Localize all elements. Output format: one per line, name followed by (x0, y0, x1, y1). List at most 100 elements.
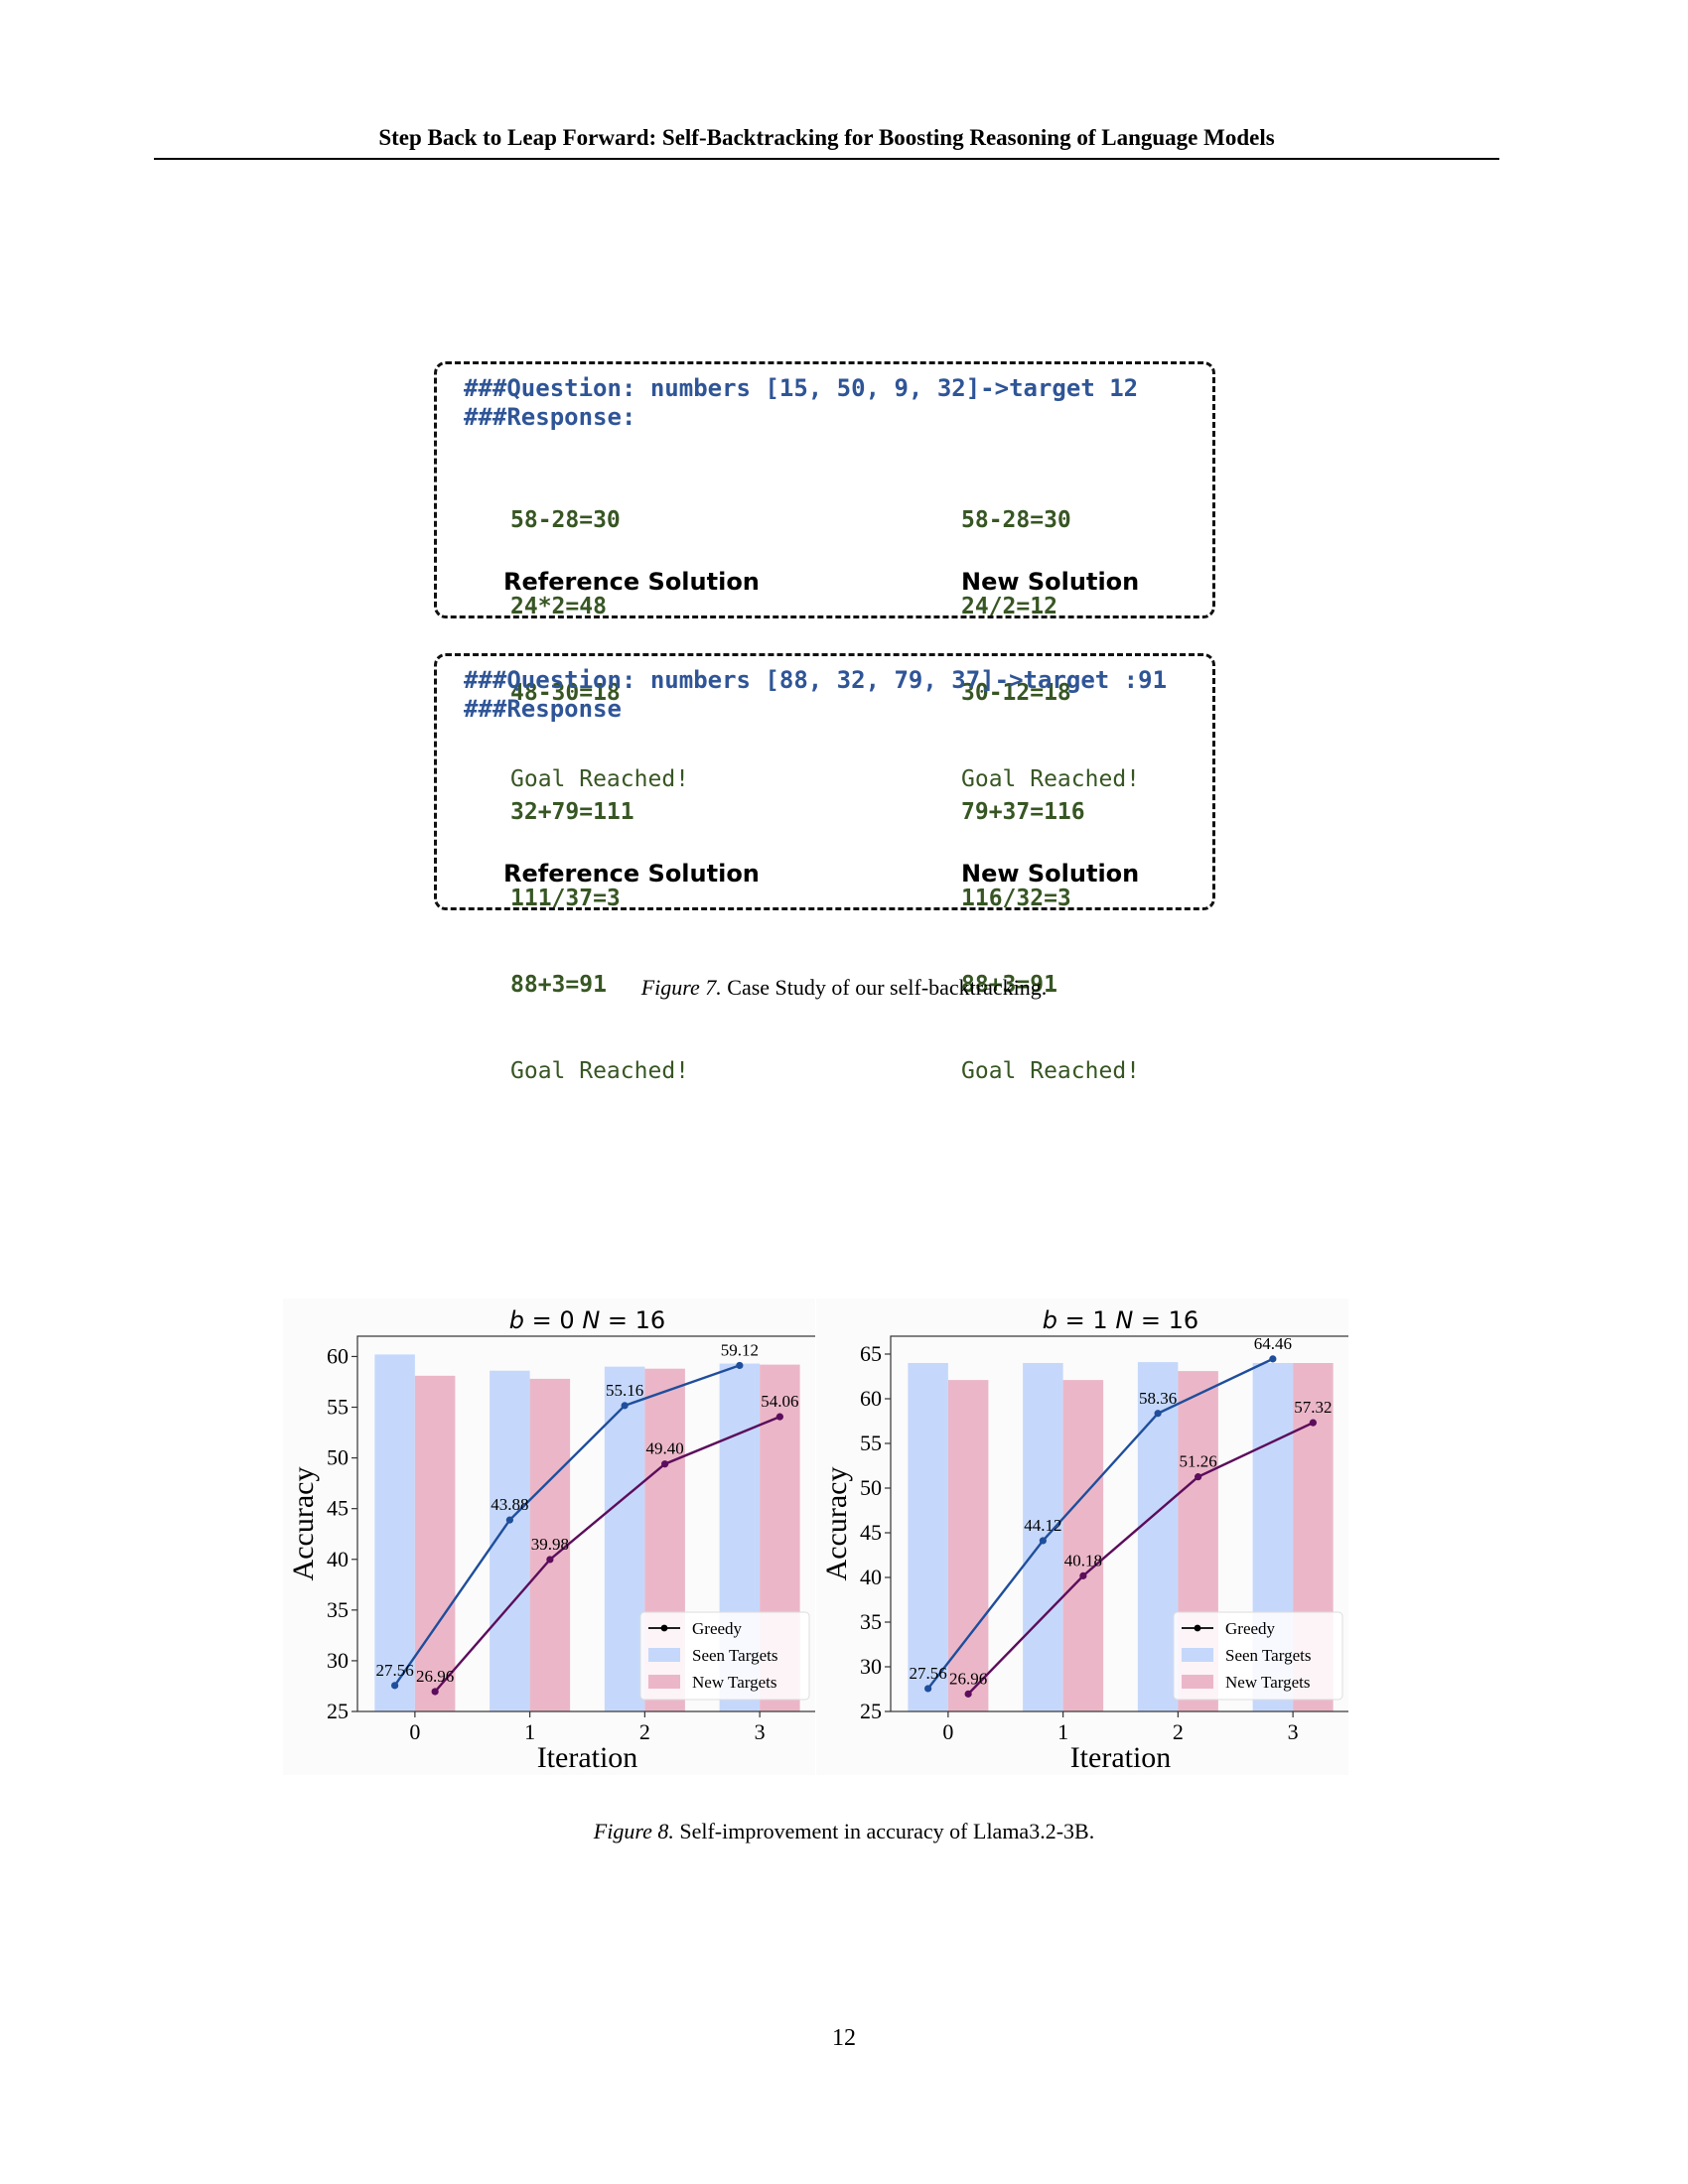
caption-text: Case Study of our self-backtracking. (727, 975, 1048, 1000)
data-label: 64.46 (1254, 1334, 1292, 1353)
greedy-point (1079, 1571, 1087, 1579)
y-tick-label: 35 (860, 1609, 882, 1634)
x-tick-label: 0 (409, 1719, 420, 1744)
y-tick-label: 35 (327, 1597, 349, 1622)
legend-label: Seen Targets (1225, 1646, 1311, 1665)
figure-8-caption: Figure 8. Self-improvement in accuracy o… (0, 1819, 1688, 1844)
goal-text: Goal Reached! (961, 1058, 1141, 1084)
x-tick-label: 1 (524, 1719, 535, 1744)
data-label: 27.56 (375, 1661, 413, 1680)
bar-seen-targets (1137, 1362, 1179, 1711)
legend-label: New Targets (1225, 1673, 1311, 1692)
greedy-point (431, 1688, 439, 1696)
data-label: 51.26 (1180, 1452, 1217, 1471)
new-solution-steps: 58-28=30 24/2=12 30-12=18 Goal Reached! (961, 449, 1140, 852)
data-label: 26.96 (416, 1667, 454, 1686)
legend-label: Greedy (1225, 1619, 1276, 1638)
legend-box (1173, 1611, 1343, 1701)
greedy-line (967, 1422, 1314, 1696)
chart-panel-left: b = 0 N = 16 27.56 43.88 55.16 59.12 26.96 39.… (283, 1298, 815, 1775)
data-label: 27.56 (909, 1664, 946, 1683)
legend-label: Greedy (692, 1619, 743, 1638)
data-label: 43.88 (491, 1495, 528, 1514)
figure-label: Figure 7. (640, 975, 722, 1000)
data-label: 54.06 (761, 1392, 798, 1411)
step: 88+3=91 (961, 972, 1057, 998)
response-label: ###Response (464, 695, 622, 723)
data-label: 58.36 (1139, 1389, 1177, 1408)
legend-marker (1194, 1624, 1201, 1632)
step: 24/2=12 (961, 594, 1057, 619)
new-solution-label: New Solution (961, 860, 1140, 887)
step: 48-30=18 (510, 680, 621, 706)
x-tick-label: 0 (942, 1719, 953, 1744)
y-tick-label: 40 (860, 1565, 882, 1589)
y-tick-label: 45 (327, 1496, 349, 1521)
greedy-line (926, 1357, 1274, 1690)
reference-solution-steps: 32+79=111 111/37=3 88+3=91 Goal Reached! (510, 741, 689, 1144)
greedy-point (505, 1516, 513, 1524)
y-tick-label: 50 (860, 1475, 882, 1500)
bar-seen-targets (908, 1363, 948, 1711)
new-solution-label: New Solution (961, 568, 1140, 596)
bar-new-targets (947, 1380, 989, 1711)
greedy-line (393, 1364, 741, 1687)
step: 58-28=30 (510, 507, 621, 533)
x-axis-label: Iteration (1070, 1741, 1172, 1774)
greedy-point (546, 1556, 554, 1564)
figure-label: Figure 8. (593, 1819, 674, 1843)
legend-label: Seen Targets (692, 1646, 777, 1665)
greedy-point (1195, 1473, 1202, 1481)
goal-text: Goal Reached! (961, 766, 1141, 792)
step: 88+3=91 (510, 972, 607, 998)
greedy-point (391, 1682, 399, 1690)
goal-text: Goal Reached! (510, 766, 690, 792)
bar-seen-targets (604, 1366, 645, 1711)
y-tick-label: 60 (327, 1343, 349, 1368)
bar-new-targets (529, 1378, 571, 1711)
greedy-point (924, 1685, 932, 1693)
accuracy-chart-b1: b = 1 N = 16 27.56 44.12 58.36 64.46 26.96 40.… (820, 1306, 1348, 1774)
question-text: ###Question: numbers [15, 50, 9, 32]->ta… (464, 374, 1139, 402)
y-tick-label: 25 (327, 1699, 349, 1723)
x-tick-label: 2 (639, 1719, 650, 1744)
greedy-point (1309, 1419, 1317, 1427)
bar-new-targets (414, 1375, 456, 1711)
step: 116/32=3 (961, 886, 1071, 911)
y-tick-label: 40 (327, 1547, 349, 1571)
figure-7-caption: Figure 7. Case Study of our self-backtra… (0, 975, 1688, 1001)
data-label: 57.32 (1294, 1398, 1332, 1417)
reference-solution-label: Reference Solution (503, 860, 760, 887)
data-label: 59.12 (721, 1340, 759, 1359)
y-tick-label: 65 (860, 1341, 882, 1366)
step: 30-12=18 (961, 680, 1071, 706)
case-study-box-1: ###Question: numbers [15, 50, 9, 32]->ta… (434, 361, 1215, 792)
response-label: ###Response: (464, 403, 636, 431)
greedy-point (1154, 1410, 1162, 1418)
y-tick-label: 25 (860, 1699, 882, 1723)
accuracy-chart-b0: b = 0 N = 16 27.56 43.88 55.16 59.12 26.96 39.… (287, 1306, 815, 1774)
data-label: 49.40 (646, 1439, 684, 1458)
data-label: 44.12 (1024, 1516, 1061, 1535)
plot-frame (890, 1335, 1348, 1712)
greedy-point (736, 1361, 744, 1370)
legend-swatch (648, 1648, 680, 1662)
greedy-point (621, 1402, 629, 1410)
bar-seen-targets (374, 1354, 415, 1711)
y-tick-label: 30 (327, 1648, 349, 1673)
reference-solution-label: Reference Solution (503, 568, 760, 596)
y-axis-label: Accuracy (820, 1467, 853, 1581)
chart-title: b = 0 N = 16 (509, 1306, 665, 1334)
data-label: 26.96 (949, 1669, 987, 1688)
y-tick-label: 55 (327, 1395, 349, 1420)
y-tick-label: 50 (327, 1445, 349, 1470)
chart-title: b = 1 N = 16 (1043, 1306, 1198, 1334)
x-tick-label: 2 (1173, 1719, 1184, 1744)
greedy-point (661, 1460, 669, 1468)
y-tick-label: 45 (860, 1520, 882, 1545)
greedy-point (1269, 1355, 1277, 1363)
data-label: 40.18 (1064, 1551, 1102, 1570)
y-axis-label: Accuracy (287, 1467, 320, 1581)
x-tick-label: 3 (755, 1719, 766, 1744)
legend-box (639, 1611, 810, 1701)
